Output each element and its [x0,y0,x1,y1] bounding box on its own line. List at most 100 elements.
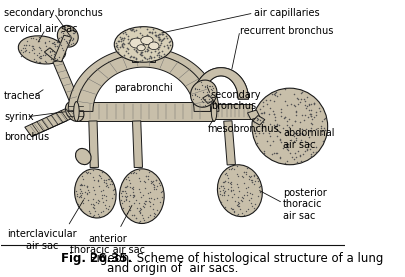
Point [31,47,37,52]
Point [220,191,226,196]
Point [243,165,249,170]
Point [222,170,228,175]
Point [54,44,60,49]
Polygon shape [89,121,98,168]
Point [30,36,36,40]
Point [33,58,39,63]
Point [287,138,294,143]
Point [137,206,143,211]
Point [119,43,125,47]
Point [120,31,126,35]
Point [43,52,49,56]
Point [122,194,128,198]
Point [192,91,198,96]
Point [149,207,156,211]
Point [247,201,253,205]
Point [257,111,263,116]
Point [291,151,298,155]
Point [145,29,152,34]
Point [233,213,240,217]
Point [208,100,214,105]
Point [112,44,119,48]
Point [63,27,70,32]
Point [37,56,44,60]
Point [294,96,300,101]
Text: posterior
thoracic
air sac: posterior thoracic air sac [282,188,326,221]
Point [51,52,57,56]
Point [20,45,27,50]
Point [29,47,35,52]
Point [75,195,82,200]
Point [312,127,319,132]
Point [266,122,273,126]
Point [252,202,258,206]
Point [132,27,139,32]
Point [69,37,76,42]
Point [150,186,157,191]
Point [138,213,145,217]
Point [260,111,266,115]
Point [126,185,133,189]
Point [306,112,313,116]
Point [303,95,310,99]
Point [131,201,137,205]
Point [282,143,289,148]
Point [102,198,109,203]
Point [265,131,271,135]
Point [150,46,157,50]
Point [229,188,235,192]
Point [197,97,204,101]
Point [291,119,298,124]
Point [136,59,143,63]
Point [51,42,57,46]
Point [139,204,145,208]
Point [230,209,237,214]
Point [207,87,213,91]
Point [138,40,144,44]
Point [153,52,160,57]
Point [119,36,126,40]
Point [117,36,124,41]
Point [220,190,226,194]
Point [163,35,170,40]
Point [312,144,318,149]
Point [207,99,213,104]
Point [19,50,26,54]
Point [67,27,74,32]
Ellipse shape [190,80,216,107]
Point [18,53,25,58]
Point [234,201,241,206]
Point [47,48,53,53]
Point [142,186,148,190]
Point [126,199,132,203]
Point [71,31,77,36]
Point [312,109,319,114]
Point [307,102,313,106]
Point [129,171,135,176]
Point [285,117,292,121]
Point [292,109,298,114]
Point [51,49,58,54]
Point [106,204,113,208]
Point [235,189,242,193]
Point [143,32,150,37]
Point [260,148,266,153]
Point [166,43,173,47]
Text: air capillaries: air capillaries [253,8,318,18]
Point [277,107,284,111]
Point [259,130,266,135]
Text: and origin of  air sacs.: and origin of air sacs. [107,262,238,275]
Point [124,175,131,179]
Point [23,38,30,43]
Point [128,42,134,46]
Point [52,42,58,47]
Point [51,40,58,45]
Point [71,30,78,34]
Point [130,27,136,31]
Point [138,32,145,37]
Point [254,117,260,122]
Point [149,27,156,31]
Point [318,129,325,133]
Point [125,34,131,38]
Point [221,178,228,183]
